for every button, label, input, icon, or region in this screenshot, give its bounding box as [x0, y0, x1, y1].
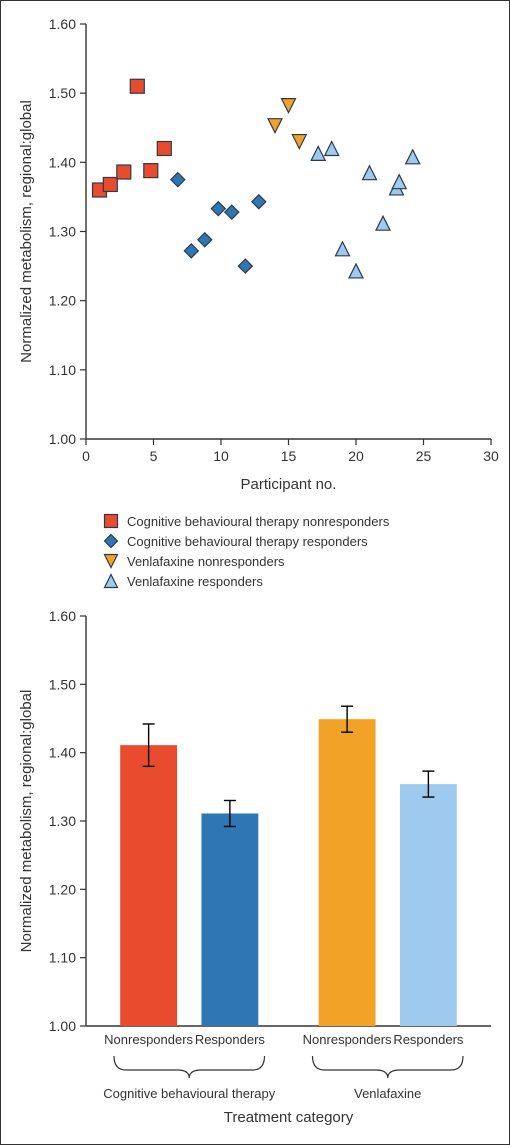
x-axis-label: Treatment category — [224, 1109, 354, 1126]
y-tick-label: 1.60 — [49, 608, 76, 624]
y-tick-label: 1.40 — [49, 154, 76, 170]
y-axis-label: Normalized metabolism, regional:global — [18, 100, 35, 363]
legend-panel: Cognitive behavioural therapy nonrespond… — [1, 509, 509, 604]
group-brace — [114, 1056, 265, 1078]
legend: Cognitive behavioural therapy nonrespond… — [1, 509, 510, 604]
bar-label: Nonresponders — [303, 1032, 392, 1047]
group-label: Cognitive behavioural therapy — [103, 1086, 275, 1101]
bar-label: Responders — [393, 1032, 464, 1047]
scatter-panel: 0 5 10 15 20 25 30 1.00 1.10 1.20 1.30 1.40 1.50 1.60… — [1, 9, 509, 509]
y-tick-label: 1.60 — [49, 16, 76, 32]
x-tick-label: 25 — [416, 448, 432, 464]
legend-item-label: Venlafaxine responders — [127, 574, 263, 589]
y-tick-label: 1.00 — [49, 431, 76, 447]
y-tick-label: 1.40 — [49, 745, 76, 761]
group-brace — [313, 1056, 464, 1078]
x-tick-label: 0 — [82, 448, 90, 464]
bar-label: Nonresponders — [104, 1032, 193, 1047]
group-label: Venlafaxine — [354, 1086, 421, 1101]
legend-item-label: Venlafaxine nonresponders — [127, 554, 285, 569]
y-tick-label: 1.00 — [49, 1018, 76, 1034]
y-tick-label: 1.30 — [49, 813, 76, 829]
y-tick-label: 1.20 — [49, 293, 76, 309]
y-tick-label: 1.50 — [49, 85, 76, 101]
x-tick-label: 20 — [348, 448, 364, 464]
x-tick-label: 30 — [483, 448, 499, 464]
bar — [201, 813, 258, 1026]
y-tick-label: 1.10 — [49, 950, 76, 966]
bar — [400, 784, 457, 1026]
y-tick-label: 1.50 — [49, 676, 76, 692]
bar-panel: 1.00 1.10 1.20 1.30 1.40 1.50 1.60 Normalized m… — [1, 601, 509, 1141]
bar — [319, 719, 376, 1026]
y-axis-label: Normalized metabolism, regional:global — [18, 690, 35, 953]
x-tick-label: 10 — [213, 448, 229, 464]
x-axis-label: Participant no. — [241, 476, 337, 493]
y-tick-label: 1.10 — [49, 362, 76, 378]
legend-item-label: Cognitive behavioural therapy nonrespond… — [127, 514, 390, 529]
figure-page: 0 5 10 15 20 25 30 1.00 1.10 1.20 1.30 1.40 1.50 1.60… — [0, 0, 510, 1145]
y-tick-label: 1.30 — [49, 224, 76, 240]
x-tick-label: 15 — [281, 448, 297, 464]
bar — [120, 745, 177, 1026]
bar-label: Responders — [195, 1032, 266, 1047]
bar-chart: 1.00 1.10 1.20 1.30 1.40 1.50 1.60 Normalized m… — [1, 601, 510, 1141]
x-tick-label: 5 — [150, 448, 158, 464]
legend-item-label: Cognitive behavioural therapy responders — [127, 534, 368, 549]
scatter-chart: 0 5 10 15 20 25 30 1.00 1.10 1.20 1.30 1.40 1.50 1.60… — [1, 9, 510, 509]
y-tick-label: 1.20 — [49, 881, 76, 897]
